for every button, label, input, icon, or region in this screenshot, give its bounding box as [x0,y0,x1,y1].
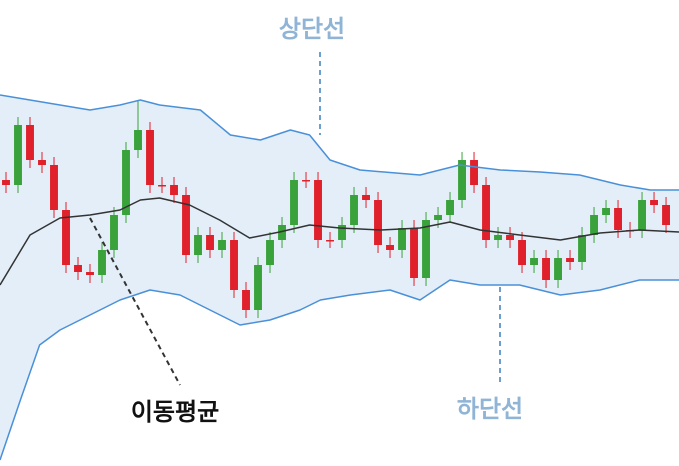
candle-body [350,195,358,225]
band-line [0,94,679,191]
candle-body [482,185,490,240]
candle-body [278,225,286,240]
candle-body [2,180,10,185]
candle-body [122,150,130,215]
candle-body [554,258,562,280]
candle-body [602,208,610,215]
candle-body [326,240,334,242]
candle-body [314,180,322,240]
candle-body [86,272,94,275]
ma-pointer [89,217,181,386]
candle-body [182,195,190,255]
candle-body [218,240,226,250]
candle-body [542,258,550,280]
band-fill [0,95,679,460]
candle-body [266,240,274,265]
candle-body [14,125,22,185]
candle-body [470,160,478,185]
candle-body [422,220,430,278]
candle-body [590,215,598,235]
upper-label: 상단선 [279,15,345,43]
candle-body [110,215,118,250]
candle-body [614,208,622,230]
candle-body [638,200,646,230]
candle-body [38,160,46,165]
candle-body [518,240,526,265]
candle-body [206,235,214,250]
candle-body [662,205,670,225]
candle-body [494,235,502,240]
candle-body [290,180,298,225]
candle-body [650,200,658,205]
candle-body [386,245,394,250]
candles [2,100,670,318]
candle-body [98,250,106,275]
candle-body [458,160,466,200]
candle-body [170,185,178,195]
candle-body [194,235,202,255]
candle-body [506,235,514,240]
candle-body [242,290,250,310]
candle-body [530,258,538,265]
candle-body [74,265,82,272]
lower-label: 하단선 [457,395,523,423]
moving-average-line [0,197,679,286]
candle-body [134,130,142,150]
candle-body [410,228,418,278]
candle-body [446,200,454,215]
ma-label: 이동평균 [131,398,219,426]
candle-body [398,228,406,250]
candle-body [566,258,574,262]
candle-body [362,195,370,200]
lines [0,94,679,461]
candle-body [302,180,310,182]
candle-body [374,200,382,245]
candle-body [146,130,154,185]
candle-body [50,165,58,210]
candle-body [230,240,238,290]
candle-body [434,215,442,220]
bands [0,95,679,460]
candle-body [158,185,166,187]
candle-body [26,125,34,160]
candle-body [254,265,262,310]
candle-body [62,210,70,265]
band-line [0,279,679,461]
candle-body [578,235,586,262]
candle-body [338,225,346,240]
